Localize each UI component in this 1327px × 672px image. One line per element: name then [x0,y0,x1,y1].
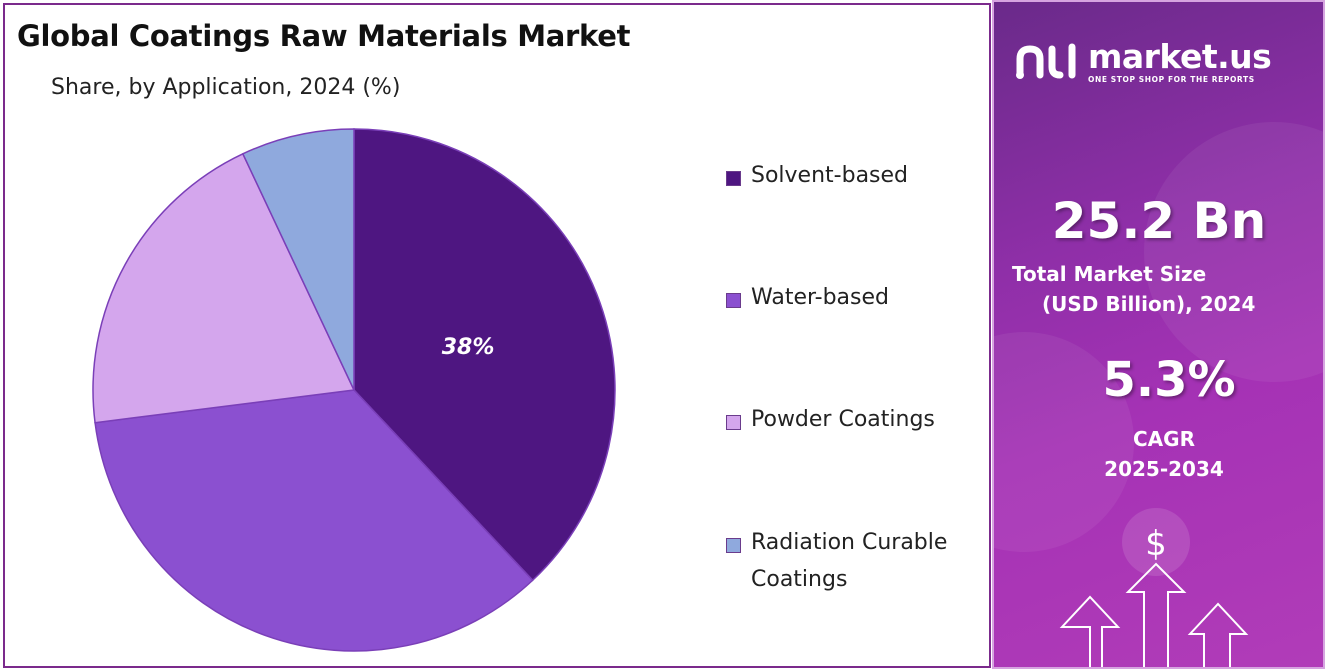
arrow-up-icon [1125,562,1187,667]
brand-tagline: ONE STOP SHOP FOR THE REPORTS [1088,75,1255,84]
brand-logo: market.us ONE STOP SHOP FOR THE REPORTS [1016,37,1272,84]
pie-slice-water-based [94,389,534,652]
cagr-value: 5.3% [1102,352,1236,408]
legend-item-water-based: Water-based [726,285,991,316]
pie-slice-solvent-based [353,128,616,582]
arrow-up-icon [1187,602,1249,667]
cagr-label-line1: CAGR [1133,427,1195,451]
market-size-label-line2: (USD Billion), 2024 [1042,292,1256,316]
market-size-value: 25.2 Bn [1051,192,1267,250]
legend-label-powder-coatings: Powder Coatings [751,407,935,432]
legend-swatch-radiation-curable-coatings [726,538,741,553]
legend-label-water-based: Water-based [751,285,889,310]
dollar-sign-icon: $ [1145,524,1167,564]
arrow-up-icon [1059,595,1121,667]
legend-label-radiation-curable-coatings: Radiation Curable Coatings [751,530,948,592]
chart-panel: Global Coatings Raw Materials Market Sha… [3,3,991,668]
chart-subtitle: Share, by Application, 2024 (%) [51,75,401,100]
legend-label-solvent-based: Solvent-based [751,163,909,188]
brand-name: market.us [1088,37,1272,76]
pie-slice-radiation-curable-coatings [241,128,355,391]
cagr-label-line2: 2025-2034 [1104,457,1224,481]
pie-slice-powder-coatings [92,152,356,424]
growth-arrows-illustration: $ [1059,508,1249,667]
market-us-logo-icon [1016,43,1076,79]
coin-icon [1122,508,1190,576]
legend-swatch-water-based [726,293,741,308]
stats-sidebar: market.us ONE STOP SHOP FOR THE REPORTS … [992,0,1325,669]
market-size-label-line1: Total Market Size [1012,262,1207,286]
legend-item-powder-coatings: Powder Coatings [726,407,991,438]
pie-data-label: 38% [442,335,495,360]
legend-swatch-powder-coatings [726,415,741,430]
legend-swatch-solvent-based [726,171,741,186]
legend-item-solvent-based: Solvent-based [726,163,991,194]
decorative-circle [1144,122,1323,382]
pie-chart: 38% [92,128,616,652]
legend-item-radiation-curable-coatings: Radiation Curable Coatings [726,530,991,598]
chart-title: Global Coatings Raw Materials Market [17,19,631,53]
